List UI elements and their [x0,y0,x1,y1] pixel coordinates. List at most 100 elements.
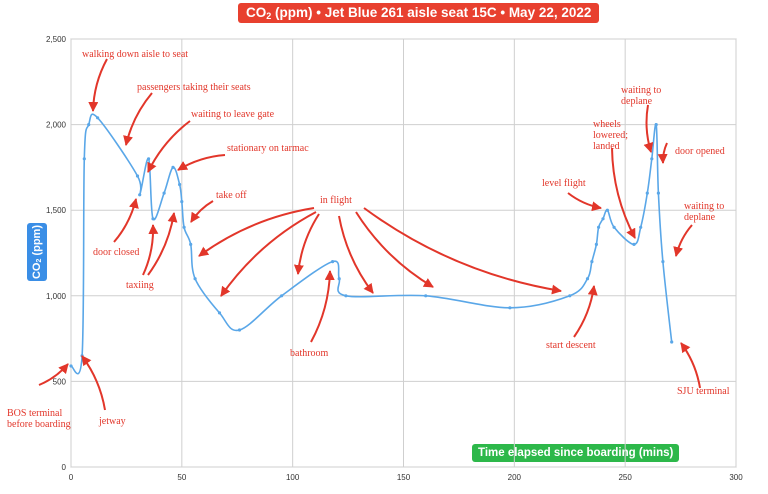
annotation-label: level flight [542,178,586,189]
annotation-line: door opened [675,146,725,157]
data-point [138,193,142,197]
y-axis-label-background [27,223,47,281]
annotation-arrow [293,213,320,275]
data-point [337,277,341,281]
data-point [280,294,284,298]
data-point [147,157,151,161]
data-point [151,217,155,221]
x-tick-label: 250 [618,473,632,482]
annotation-arrow [198,207,315,257]
annotation-label: start descent [546,340,596,351]
annotation-label: walking down aisle to seat [82,49,188,60]
data-point [508,306,512,310]
data-point [639,225,643,229]
annotation-arrow [147,212,178,276]
annotation-arrow [643,104,654,153]
data-point [87,123,91,127]
annotation-arrow [310,270,335,343]
grid [70,38,737,468]
annotation-arrow [38,363,69,386]
y-tick-label: 1,500 [46,206,67,215]
y-tick-label: 0 [62,463,67,472]
data-point [670,340,674,344]
data-point [162,191,166,195]
data-point [568,294,572,298]
y-tick-label: 2,500 [46,35,67,44]
annotation-line: jetway [98,416,126,427]
data-point [189,242,193,246]
annotation-label: bathroom [290,348,329,359]
data-point [180,200,184,204]
data-point [193,277,197,281]
annotation-line: deplane [621,96,653,107]
annotation-line: SJU terminal [677,386,730,397]
annotation-label: SJU terminal [677,386,730,397]
chart-title: CO2 (ppm) • Jet Blue 261 aisle seat 15C … [238,3,600,23]
annotation-label: stationary on tarmac [227,143,309,154]
annotation-line: stationary on tarmac [227,143,309,154]
data-point [605,208,610,212]
data-point [585,277,590,281]
annotation-label: take off [216,190,247,201]
annotation-line: waiting to leave gate [191,109,275,120]
annotation-line: in flight [320,195,352,206]
data-point [182,225,186,229]
annotation-label: waiting to deplane [684,201,724,223]
data-point [237,328,242,332]
data-point [601,217,605,221]
data-point [656,191,661,195]
data-point [661,260,665,264]
annotation-arrow [355,211,434,288]
annotation-label: jetway [98,416,126,427]
annotation-line: waiting to [621,85,661,96]
annotation-line: BOS terminal [7,408,62,419]
x-tick-label: 200 [508,473,522,482]
data-point [82,157,86,161]
annotation-line: wheels [593,119,621,130]
series [69,113,674,375]
data-point [645,191,649,195]
annotation-arrow [363,207,562,295]
data-point [590,260,594,264]
data-point [217,311,222,315]
annotation-arrow [190,200,214,223]
data-point [171,165,175,169]
annotation-line: lowered; [593,130,628,141]
x-tick-label: 150 [397,473,411,482]
annotation-arrow [81,355,106,411]
annotation-label: wheels lowered; landed [593,119,628,152]
annotation-line: passengers taking their seats [137,82,251,93]
annotation-arrows [38,58,701,411]
annotation-arrow [147,120,191,173]
annotation-label: door opened [675,146,725,157]
data-point [344,294,348,298]
data-point [612,225,616,229]
data-point [96,116,100,120]
data-point [594,242,599,246]
data-point [135,174,140,178]
annotation-label: taxiing [126,280,154,291]
annotation-label: waiting to deplane [621,85,661,107]
annotation-line: landed [593,141,620,152]
series-line [70,113,673,375]
annotation-line: door closed [93,247,139,258]
data-point [597,225,601,229]
annotation-label: BOS terminal before boarding [7,408,71,430]
annotation-arrow [657,142,668,164]
annotation-line: waiting to [684,201,724,212]
data-point [654,123,658,127]
annotation-line: before boarding [7,419,71,430]
annotation-arrow [220,211,317,297]
annotation-line: bathroom [290,348,329,359]
annotation-arrow [567,192,602,212]
axes: 0 500 1,000 1,500 2,000 2,500 0 50 100 150 200 250 3… [46,35,743,482]
annotation-arrow [673,224,693,257]
x-tick-label: 100 [286,473,300,482]
annotation-arrow [113,198,139,243]
annotation-arrow [680,342,701,389]
y-tick-label: 2,000 [46,121,67,130]
annotation-line: start descent [546,340,596,351]
x-tick-label: 0 [69,473,74,482]
annotation-arrow [142,224,159,276]
data-point [331,260,335,264]
